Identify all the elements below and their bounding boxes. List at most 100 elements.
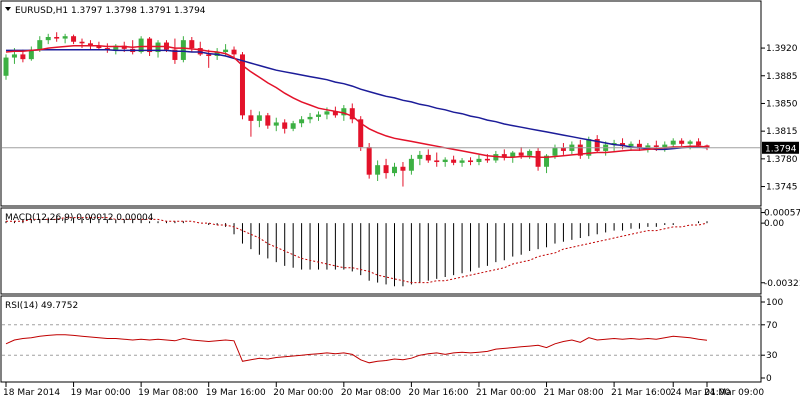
candle[interactable] (510, 152, 516, 158)
candle[interactable] (180, 40, 186, 60)
candle[interactable] (611, 143, 617, 145)
candle[interactable] (45, 36, 51, 41)
time-tick-label: 20 Mar 16:00 (408, 388, 468, 398)
candle[interactable] (408, 158, 414, 171)
price-tick-label: 1.3920 (766, 44, 798, 54)
macd-pane[interactable] (5, 217, 708, 287)
candle[interactable] (662, 144, 668, 147)
candle[interactable] (3, 57, 9, 76)
candle[interactable] (493, 154, 499, 161)
candle[interactable] (392, 166, 398, 174)
candle[interactable] (28, 49, 34, 60)
candle[interactable] (299, 119, 305, 124)
candle[interactable] (37, 40, 43, 50)
candle[interactable] (239, 54, 245, 116)
candle[interactable] (375, 165, 381, 175)
candle[interactable] (527, 150, 533, 156)
candle[interactable] (417, 154, 423, 159)
candle[interactable] (172, 49, 178, 60)
candle[interactable] (518, 152, 524, 156)
rsi-pane-frame (0, 295, 762, 383)
candle[interactable] (383, 165, 389, 174)
candle[interactable] (54, 36, 60, 39)
candle[interactable] (79, 41, 85, 44)
candle[interactable] (155, 42, 161, 53)
candle[interactable] (679, 140, 685, 144)
candle[interactable] (197, 48, 203, 55)
candle[interactable] (11, 54, 17, 58)
candle[interactable] (358, 119, 364, 147)
rsi-tick-label: 70 (766, 321, 778, 331)
candle[interactable] (468, 160, 474, 163)
candle[interactable] (113, 45, 119, 50)
candle[interactable] (459, 160, 465, 163)
candle[interactable] (366, 146, 372, 175)
candle[interactable] (147, 38, 153, 53)
rsi-pane[interactable] (2, 324, 760, 364)
candle[interactable] (349, 108, 355, 120)
candle[interactable] (484, 158, 490, 161)
moving-average-slow-line (6, 48, 708, 151)
rsi-tick-label: 100 (766, 298, 783, 308)
candle[interactable] (273, 122, 279, 126)
candle[interactable] (451, 159, 457, 163)
candle[interactable] (594, 139, 600, 151)
rsi-line (5, 334, 708, 364)
macd-pane-title: MACD(12,26,9) 0.00012 0.00004 (5, 213, 154, 223)
time-tick-label: 19 Mar 00:00 (71, 388, 131, 398)
candle[interactable] (620, 143, 626, 147)
candle[interactable] (535, 150, 541, 167)
candle[interactable] (324, 111, 330, 115)
candle[interactable] (138, 38, 144, 53)
candle[interactable] (121, 45, 127, 49)
candle[interactable] (425, 154, 431, 161)
candle[interactable] (20, 54, 26, 60)
candle[interactable] (687, 141, 693, 144)
candle[interactable] (636, 143, 642, 149)
candle[interactable] (400, 166, 406, 171)
candle[interactable] (696, 141, 702, 146)
candle[interactable] (307, 116, 313, 120)
candle[interactable] (206, 54, 212, 56)
candle[interactable] (62, 36, 68, 39)
candle[interactable] (628, 143, 634, 147)
current-price-label: 1.3794 (765, 144, 797, 154)
candle[interactable] (501, 154, 507, 158)
candle[interactable] (256, 115, 262, 121)
candle[interactable] (341, 108, 347, 116)
rsi-pane-title: RSI(14) 49.7752 (5, 301, 78, 311)
candle[interactable] (560, 147, 566, 151)
candle[interactable] (231, 49, 237, 55)
candle[interactable] (87, 43, 93, 47)
time-tick-label: 18 Mar 2014 (3, 388, 60, 398)
candle[interactable] (71, 36, 77, 42)
candle[interactable] (670, 140, 676, 145)
candle[interactable] (552, 147, 558, 156)
candle[interactable] (104, 48, 110, 50)
candle[interactable] (653, 145, 659, 147)
candle[interactable] (96, 46, 102, 49)
candle[interactable] (223, 49, 229, 53)
candle[interactable] (189, 40, 195, 49)
candle[interactable] (577, 144, 583, 156)
candle[interactable] (248, 115, 254, 121)
candle[interactable] (544, 155, 550, 167)
candle[interactable] (645, 145, 651, 149)
time-tick-label: 24 Mar 09:00 (704, 388, 764, 398)
macd-tick-label: 0.00057 (764, 209, 800, 219)
candle[interactable] (332, 111, 338, 116)
macd-signal-line (6, 217, 708, 284)
macd-tick-label: 0.00 (764, 219, 784, 229)
candle[interactable] (476, 158, 482, 163)
candle[interactable] (290, 123, 296, 129)
price-pane-frame (0, 0, 762, 207)
candle[interactable] (442, 159, 448, 163)
symbol-dropdown-icon[interactable] (5, 7, 11, 11)
candle[interactable] (265, 115, 271, 126)
price-pane[interactable] (2, 32, 760, 187)
candle[interactable] (315, 114, 321, 117)
candle[interactable] (282, 122, 288, 129)
candle[interactable] (434, 160, 440, 163)
price-tick-label: 1.3850 (766, 99, 798, 109)
